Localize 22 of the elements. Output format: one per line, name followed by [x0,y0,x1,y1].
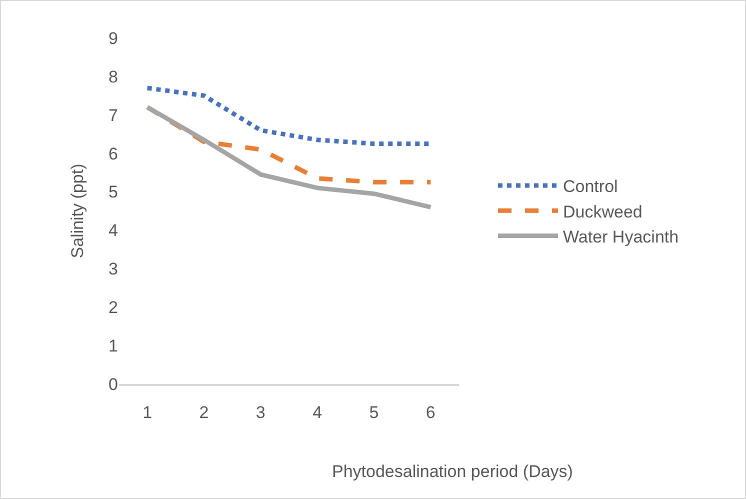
x-tick-label: 6 [426,403,436,422]
x-tick-label: 3 [256,403,266,422]
y-tick-label: 2 [108,298,118,318]
y-tick-label: 9 [108,28,118,48]
x-tick-label: 5 [369,403,379,422]
legend-label: Control [563,177,618,196]
y-axis-title: Salinity (ppt) [68,164,88,258]
y-tick-label: 0 [108,374,118,394]
x-tick-label: 1 [142,403,152,422]
legend-label: Duckweed [563,202,642,222]
x-axis-title: Phytodesalination period (Days) [332,462,573,481]
y-tick-label: 5 [108,182,118,202]
x-tick-label: 4 [312,403,322,422]
y-tick-label: 4 [108,221,118,240]
y-tick-label: 6 [108,144,118,164]
x-tick-label: 2 [199,403,209,422]
legend-label: Water Hyacinth [563,227,679,246]
y-tick-label: 3 [108,260,118,279]
line-series [145,104,433,210]
y-tick-label: 1 [108,336,118,356]
y-tick-label: 8 [108,67,118,86]
y-tick-label: 7 [108,106,118,125]
